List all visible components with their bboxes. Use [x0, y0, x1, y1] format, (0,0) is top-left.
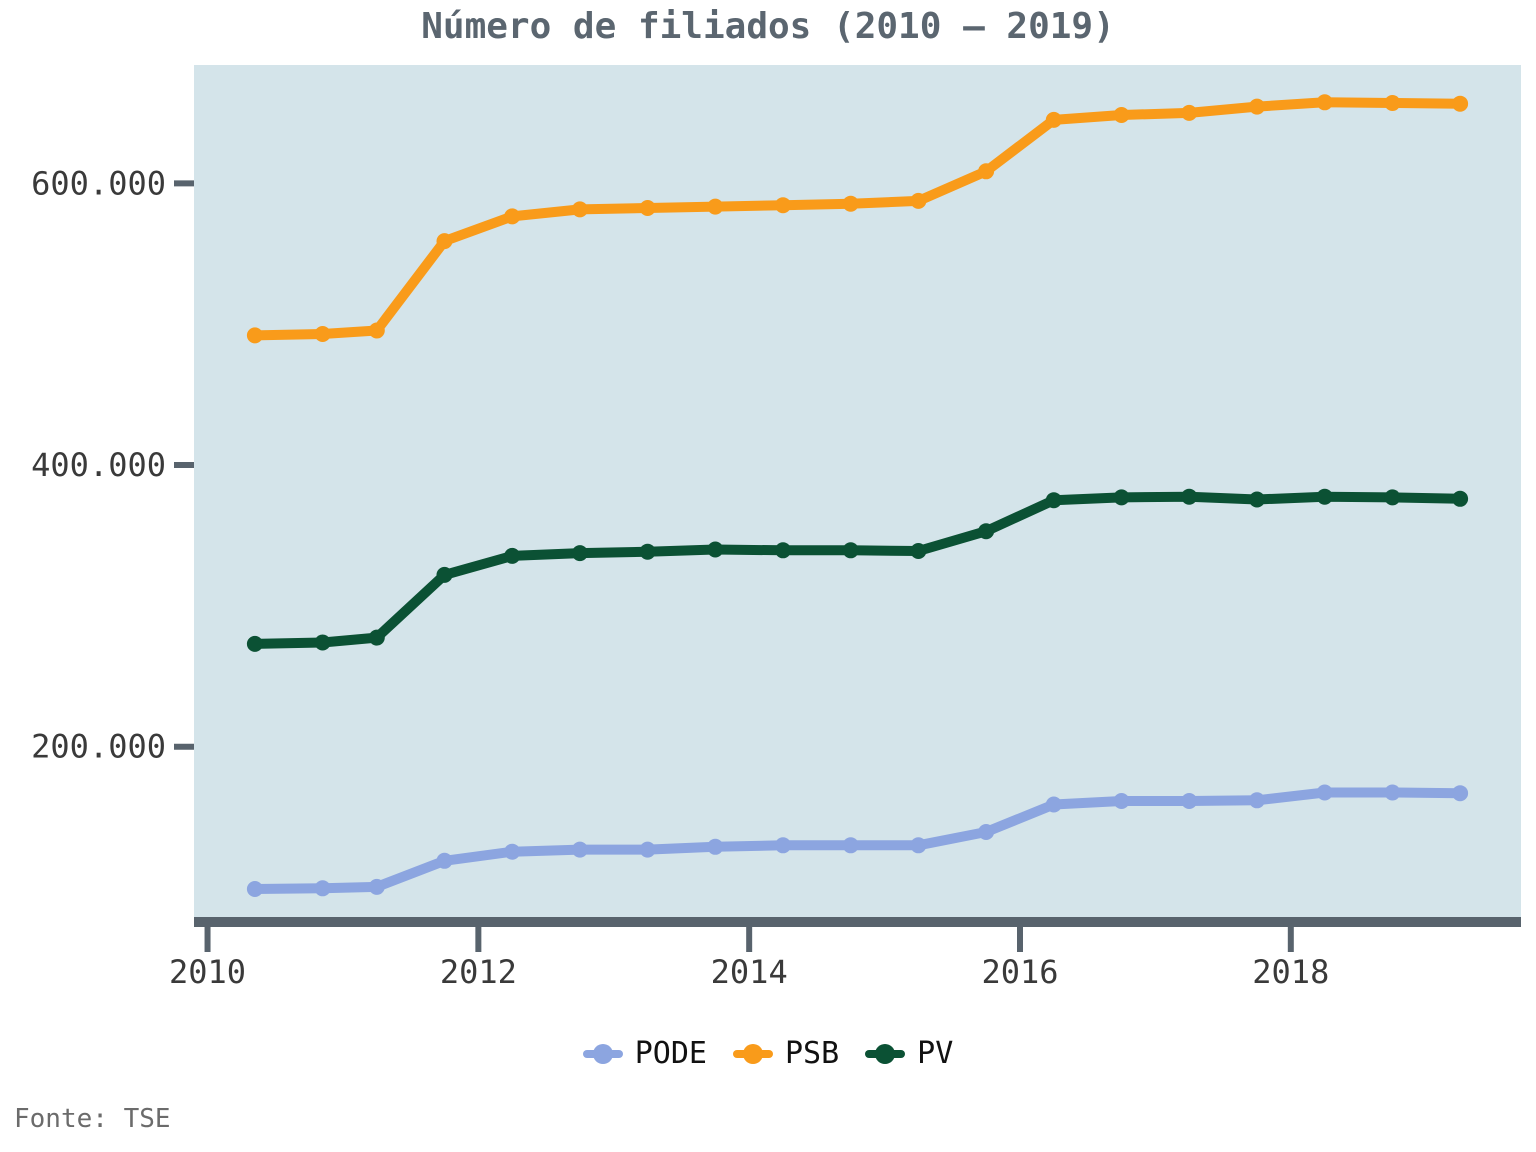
legend-key-pv	[865, 1040, 906, 1068]
legend-key-psb	[732, 1040, 773, 1068]
data-point-pode	[639, 841, 656, 858]
y-tick-label: 600.000	[31, 164, 166, 202]
data-point-pv	[1045, 492, 1062, 509]
legend-item-psb: PSB	[732, 1036, 840, 1071]
series-psb	[246, 94, 1469, 344]
data-point-pode	[775, 837, 791, 854]
data-point-pv	[436, 566, 453, 583]
data-point-pode	[1113, 793, 1130, 809]
data-point-psb	[436, 233, 453, 250]
data-point-psb	[504, 208, 521, 225]
data-point-pode	[707, 838, 724, 855]
data-point-psb	[1113, 107, 1130, 123]
data-point-pv	[910, 543, 927, 559]
data-point-psb	[571, 201, 588, 218]
data-point-pode	[368, 878, 385, 895]
data-point-pode	[1316, 784, 1333, 801]
data-point-pode	[246, 881, 263, 897]
data-point-pv	[1384, 489, 1401, 506]
data-point-pv	[246, 635, 263, 652]
data-point-pv	[571, 545, 588, 562]
data-point-psb	[1384, 95, 1401, 111]
y-tick-label: 200.000	[31, 728, 166, 766]
data-point-pode	[910, 837, 927, 854]
series-pode	[246, 784, 1469, 897]
data-point-psb	[639, 200, 656, 216]
legend-item-pode: PODE	[582, 1036, 707, 1071]
legend-label-psb: PSB	[784, 1036, 840, 1071]
data-point-pode	[978, 824, 995, 840]
data-point-pv	[1181, 488, 1198, 505]
data-point-pode	[1452, 785, 1469, 802]
data-point-pode	[436, 852, 453, 869]
data-point-pode	[1181, 793, 1198, 809]
data-point-pode	[842, 837, 859, 854]
data-point-pode	[504, 843, 521, 860]
data-point-pode	[1249, 792, 1265, 809]
chart-title: Número de filiados (2010 – 2019)	[421, 6, 1115, 47]
data-point-pv	[842, 542, 859, 559]
data-point-pv	[639, 543, 656, 560]
data-point-psb	[1249, 98, 1265, 115]
data-point-pv	[775, 542, 791, 559]
data-point-pode	[571, 841, 588, 858]
x-tick-label: 2018	[1252, 953, 1329, 991]
data-point-pv	[978, 523, 995, 540]
data-point-psb	[1452, 95, 1469, 112]
data-point-pv	[504, 547, 521, 564]
legend-label-pode: PODE	[634, 1036, 707, 1071]
data-point-pv	[368, 629, 385, 646]
data-point-psb	[910, 192, 927, 209]
x-tick-label: 2016	[981, 953, 1058, 991]
data-point-psb	[368, 322, 385, 339]
data-point-pode	[1045, 796, 1062, 813]
data-point-psb	[707, 198, 724, 215]
legend-label-pv: PV	[917, 1036, 954, 1071]
data-point-psb	[775, 197, 791, 214]
data-point-psb	[842, 195, 859, 212]
data-point-psb	[1316, 94, 1333, 111]
data-point-pv	[1316, 488, 1333, 505]
data-point-pv	[314, 634, 331, 651]
legend-item-pv: PV	[865, 1036, 953, 1071]
data-point-psb	[246, 327, 263, 344]
data-point-pode	[314, 880, 331, 897]
data-point-pv	[1113, 489, 1130, 506]
data-point-pode	[1384, 784, 1401, 801]
x-tick-label: 2014	[711, 953, 788, 991]
y-tick-label: 400.000	[31, 446, 166, 484]
axis-layer: 2010 2012 2014 2016 2018 200.000 400.000 600.00…	[31, 164, 1521, 991]
data-point-psb	[314, 326, 331, 342]
x-tick-label: 2012	[440, 953, 517, 991]
series-layer	[246, 94, 1469, 897]
data-point-pv	[1249, 491, 1265, 508]
series-pv	[246, 488, 1469, 652]
x-tick-label: 2010	[169, 953, 246, 991]
data-point-psb	[1181, 104, 1198, 121]
data-point-pv	[1452, 490, 1469, 507]
data-point-psb	[978, 163, 995, 180]
data-point-psb	[1045, 111, 1062, 128]
source-note: Fonte: TSE	[14, 1104, 171, 1134]
legend-key-pode	[582, 1040, 623, 1068]
legend: PODE PSB PV	[0, 1036, 1536, 1071]
data-point-pv	[707, 541, 724, 558]
